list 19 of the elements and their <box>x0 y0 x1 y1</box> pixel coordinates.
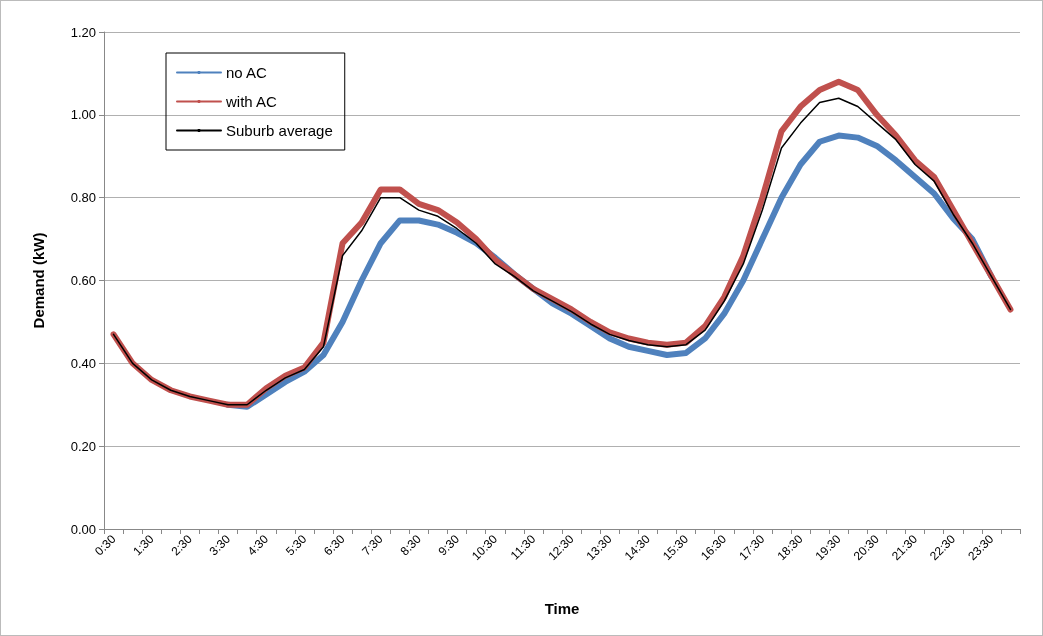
x-tick-label: 5:30 <box>282 531 310 559</box>
y-axis-title: Demand (kW) <box>30 232 47 329</box>
y-tick-label: 0.80 <box>70 190 96 206</box>
legend-label: Suburb average <box>226 122 333 139</box>
y-tick-label: 0.00 <box>70 521 96 537</box>
y-tick-label: 1.00 <box>70 107 96 123</box>
y-tick-label: 0.20 <box>70 438 96 454</box>
x-tick-label: 6:30 <box>321 531 348 559</box>
x-tick-label: 8:30 <box>397 531 425 559</box>
legend-label: with AC <box>225 93 278 110</box>
y-tick-label: 0.60 <box>70 273 96 288</box>
y-tick-label: 1.20 <box>70 24 96 40</box>
legend-label: no AC <box>226 64 268 81</box>
x-tick-label: 3:30 <box>206 531 234 559</box>
x-tick-label: 9:30 <box>435 531 463 559</box>
x-axis-title: Time <box>544 600 580 617</box>
x-tick-label: 4:30 <box>244 531 272 559</box>
x-tick-label: 7:30 <box>359 531 386 559</box>
y-tick-label: 0.40 <box>70 355 96 371</box>
